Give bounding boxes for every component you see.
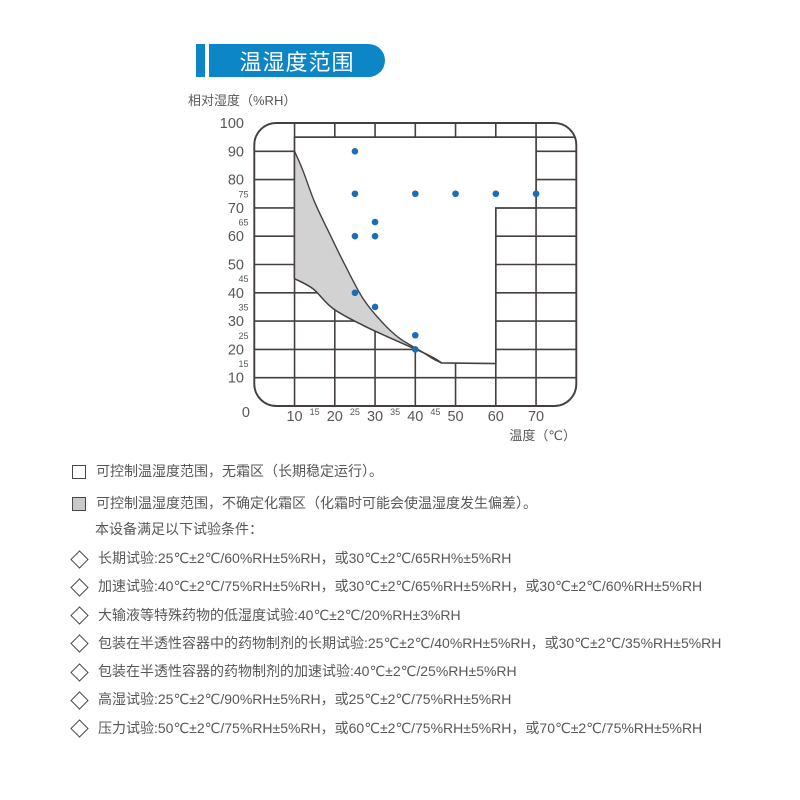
y-tick-label: 80 <box>228 173 244 189</box>
condition-text: 包装在半透性容器中的药物制剂的长期试验:25℃±2℃/40%RH±5%RH，或3… <box>98 634 722 651</box>
x-tick-label: 20 <box>327 409 343 425</box>
condition-text: 高湿试验:25℃±2℃/90%RH±5%RH，或25℃±2℃/75%RH±5%R… <box>98 691 512 708</box>
section-header: 温湿度范围 <box>196 44 385 77</box>
y-minor-tick-label: 75 <box>238 189 248 199</box>
diamond-bullet-icon <box>70 662 89 682</box>
diamond-bullet-icon <box>70 719 89 738</box>
page-title: 温湿度范围 <box>209 44 385 77</box>
diamond-bullet-icon <box>70 578 89 597</box>
y-minor-tick-label: 45 <box>238 274 248 284</box>
x-tick-label: 60 <box>488 409 504 425</box>
condition-text: 加速试验:40℃±2℃/75%RH±5%RH，或30℃±2℃/65%RH±5%R… <box>98 578 703 595</box>
data-point <box>351 289 359 297</box>
legend-item-frost-zone: 可控制温湿度范围，不确定化霜区（化霜时可能会使温湿度发生偏差）。 <box>72 496 537 511</box>
x-axis-title: 温度（℃） <box>509 428 576 443</box>
diamond-bullet-icon <box>70 549 89 569</box>
data-point <box>351 148 359 155</box>
data-point <box>371 232 379 240</box>
x-minor-tick-label: 15 <box>310 407 320 417</box>
legend-label: 可控制温湿度范围，无霜区（长期稳定运行）。 <box>96 463 383 479</box>
x-minor-tick-label: 35 <box>390 407 400 417</box>
condition-text: 长期试验:25℃±2℃/60%RH±5%RH，或30℃±2℃/65RH%±5%R… <box>98 550 512 566</box>
y-tick-label: 70 <box>228 201 244 217</box>
legend-item-no-frost: 可控制温湿度范围，无霜区（长期稳定运行）。 <box>72 464 383 479</box>
x-tick-label: 40 <box>407 409 423 425</box>
data-point <box>452 190 459 198</box>
y-tick-label: 10 <box>228 371 244 387</box>
data-point <box>351 190 359 198</box>
x-minor-tick-label: 25 <box>350 407 360 417</box>
y-axis-title: 相对湿度（%RH） <box>188 93 296 108</box>
test-conditions-list: 长期试验:25℃±2℃/60%RH±5%RH，或30℃±2℃/65RH%±5%R… <box>70 549 722 749</box>
data-point <box>351 232 359 240</box>
list-item: 包装在半透性容器的药物制剂的加速试验:40℃±2℃/25%RH±5%RH <box>70 662 721 682</box>
data-point <box>412 190 419 198</box>
x-minor-tick-label: 45 <box>430 407 440 417</box>
list-item: 高湿试验:25℃±2℃/90%RH±5%RH，或25℃±2℃/75%RH±5%R… <box>70 691 721 710</box>
y-minor-tick-label: 25 <box>238 331 248 341</box>
temp-humidity-range-chart: 相对湿度（%RH） 温度（℃） 100 90 80 70 60 50 40 30 20 10 75 6… <box>180 88 610 453</box>
y-tick-label: 90 <box>228 144 244 160</box>
y-tick-label: 20 <box>228 342 244 358</box>
condition-text: 包装在半透性容器的药物制剂的加速试验:40℃±2℃/25%RH±5%RH <box>98 663 517 680</box>
data-point <box>412 346 419 353</box>
condition-text: 压力试验:50℃±2℃/75%RH±5%RH，或60℃±2℃/75%RH±5%R… <box>98 719 703 736</box>
y-minor-tick-label: 35 <box>238 302 248 312</box>
chart-frame <box>253 122 578 407</box>
list-item: 长期试验:25℃±2℃/60%RH±5%RH，或30℃±2℃/65RH%±5%R… <box>70 549 721 569</box>
gray-region-swatch <box>72 497 86 511</box>
data-point <box>532 190 540 198</box>
white-region-swatch <box>72 465 86 479</box>
list-item: 压力试验:50℃±2℃/75%RH±5%RH，或60℃±2℃/75%RH±5%R… <box>70 719 721 738</box>
list-item: 包装在半透性容器中的药物制剂的长期试验:25℃±2℃/40%RH±5%RH，或3… <box>70 634 722 654</box>
conditions-intro: 本设备满足以下试验条件： <box>95 521 263 537</box>
data-point <box>371 218 379 226</box>
y-tick-label: 50 <box>228 258 244 274</box>
diamond-bullet-icon <box>70 606 89 625</box>
x-tick-label: 70 <box>528 409 544 425</box>
y-minor-tick-label: 15 <box>238 359 248 369</box>
y-tick-label: 100 <box>220 116 244 132</box>
frost-zone <box>293 151 442 364</box>
legend-label: 可控制温湿度范围，不确定化霜区（化霜时可能会使温湿度发生偏差）。 <box>96 495 537 511</box>
diamond-bullet-icon <box>70 691 89 710</box>
data-point <box>371 303 379 311</box>
y-tick-label: 30 <box>228 314 244 330</box>
diamond-bullet-icon <box>70 634 89 654</box>
y-tick-label: 60 <box>228 229 244 245</box>
header-accent-bar <box>196 44 205 77</box>
y-minor-tick-label: 65 <box>238 218 248 228</box>
list-item: 大输液等特殊药物的低湿度试验:40℃±2℃/20%RH±3%RH <box>70 606 721 625</box>
condition-text: 大输液等特殊药物的低湿度试验:40℃±2℃/20%RH±3%RH <box>98 606 461 623</box>
data-point <box>492 190 500 198</box>
data-point <box>412 331 419 339</box>
origin-label: 0 <box>242 405 250 421</box>
x-tick-label: 50 <box>447 409 463 425</box>
y-tick-label: 40 <box>228 286 244 302</box>
data-points <box>351 148 540 353</box>
list-item: 加速试验:40℃±2℃/75%RH±5%RH，或30℃±2℃/65%RH±5%R… <box>70 578 721 597</box>
x-tick-label: 30 <box>367 409 383 425</box>
axis-tick-labels: 100 90 80 70 60 50 40 30 20 10 75 65 45 35 25 15 0 10 20 30… <box>220 116 544 425</box>
x-tick-label: 10 <box>286 409 302 425</box>
